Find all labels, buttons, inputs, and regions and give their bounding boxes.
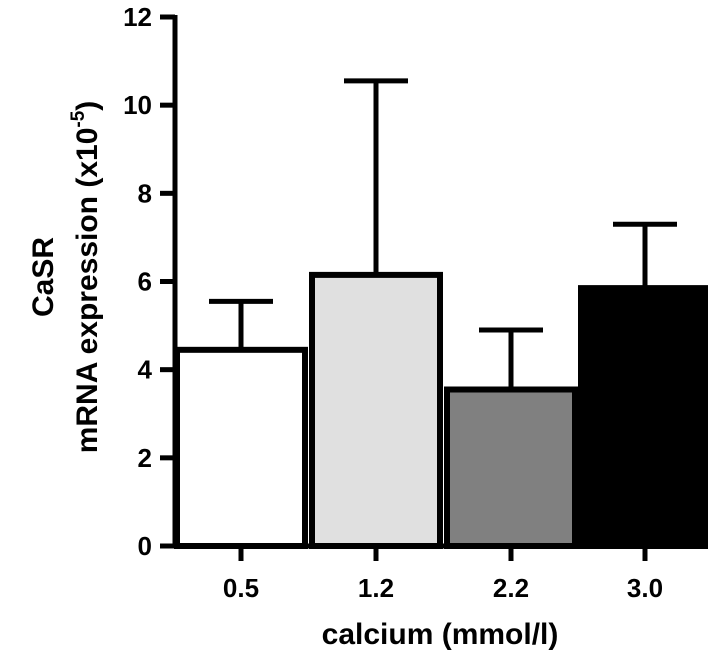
- y-axis-title-exponent: -5: [68, 110, 89, 127]
- y-axis-title-line1: CaSR: [27, 237, 60, 317]
- y-tick-label: 8: [138, 178, 152, 208]
- y-axis-title-line2-prefix: mRNA expression (x10: [71, 128, 104, 454]
- y-tick-label: 10: [123, 90, 152, 120]
- x-tick-label: 3.0: [627, 573, 663, 603]
- y-tick-label: 12: [123, 2, 152, 32]
- x-ticks-layer: 0.5 1.2 2.2 3.0: [223, 546, 663, 603]
- y-axis-title-2: mRNA expression (x10-5): [68, 101, 104, 454]
- y-tick-label: 2: [138, 443, 152, 473]
- y-tick-label: 6: [138, 267, 152, 297]
- y-ticks-layer: 0 2 4 6 8 10 12: [123, 2, 175, 561]
- y-tick-label: 0: [138, 531, 152, 561]
- bar: [309, 271, 443, 549]
- y-axis-title-line2-suffix: ): [71, 101, 104, 111]
- x-axis-title: calcium (mmol/l): [322, 618, 559, 651]
- x-tick-label: 1.2: [358, 573, 394, 603]
- y-axis-title-line2: mRNA expression (x10-5): [68, 101, 104, 454]
- bar: [578, 285, 708, 549]
- bars-layer: [174, 78, 708, 550]
- bar: [444, 386, 578, 550]
- bar: [174, 346, 308, 549]
- y-axis-title: CaSR: [27, 237, 60, 317]
- x-tick-label: 0.5: [223, 573, 259, 603]
- x-tick-label: 2.2: [493, 573, 529, 603]
- y-tick-label: 4: [138, 355, 153, 385]
